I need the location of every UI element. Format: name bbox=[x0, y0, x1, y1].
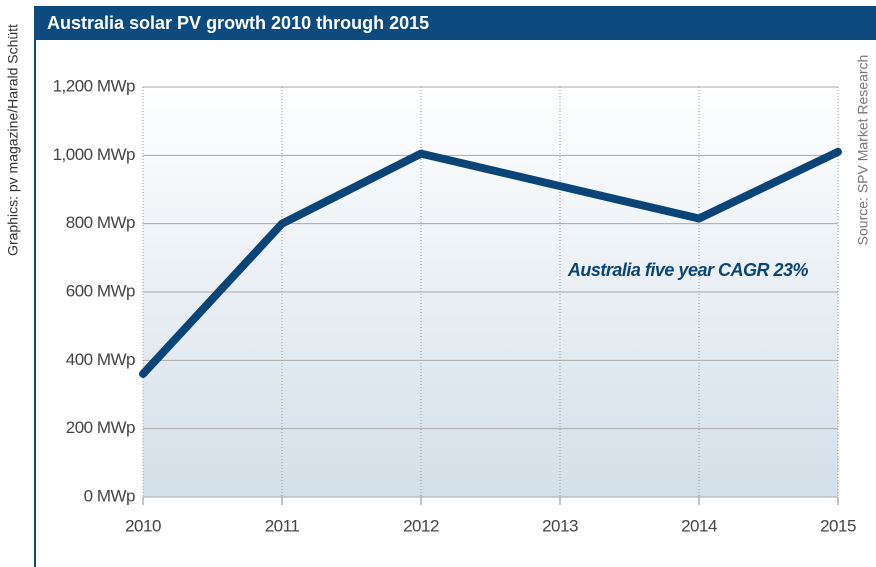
y-tick-label: 1,000 MWp bbox=[53, 145, 135, 164]
title-bar bbox=[35, 6, 876, 40]
chart-title: Australia solar PV growth 2010 through 2… bbox=[47, 13, 429, 33]
y-tick-label: 400 MWp bbox=[66, 350, 135, 369]
x-tick-label: 2011 bbox=[265, 516, 300, 535]
y-tick-label: 600 MWp bbox=[66, 281, 135, 300]
x-tick-label: 2012 bbox=[403, 516, 439, 535]
y-tick-label: 200 MWp bbox=[66, 418, 135, 437]
y-tick-label: 0 MWp bbox=[84, 486, 135, 505]
x-tick-label: 2010 bbox=[125, 516, 161, 535]
y-tick-label: 1,200 MWp bbox=[53, 76, 135, 95]
data-line bbox=[139, 147, 842, 378]
x-tick-label: 2014 bbox=[681, 516, 717, 535]
x-tick-label: 2015 bbox=[820, 516, 856, 535]
credit: Graphics: pv magazine/Harald Schütt bbox=[5, 24, 21, 256]
y-tick-label: 800 MWp bbox=[66, 213, 135, 232]
annotation: Australia five year CAGR 23% bbox=[567, 260, 809, 280]
source: Source: SPV Market Research bbox=[855, 55, 871, 246]
x-tick-label: 2013 bbox=[542, 516, 578, 535]
